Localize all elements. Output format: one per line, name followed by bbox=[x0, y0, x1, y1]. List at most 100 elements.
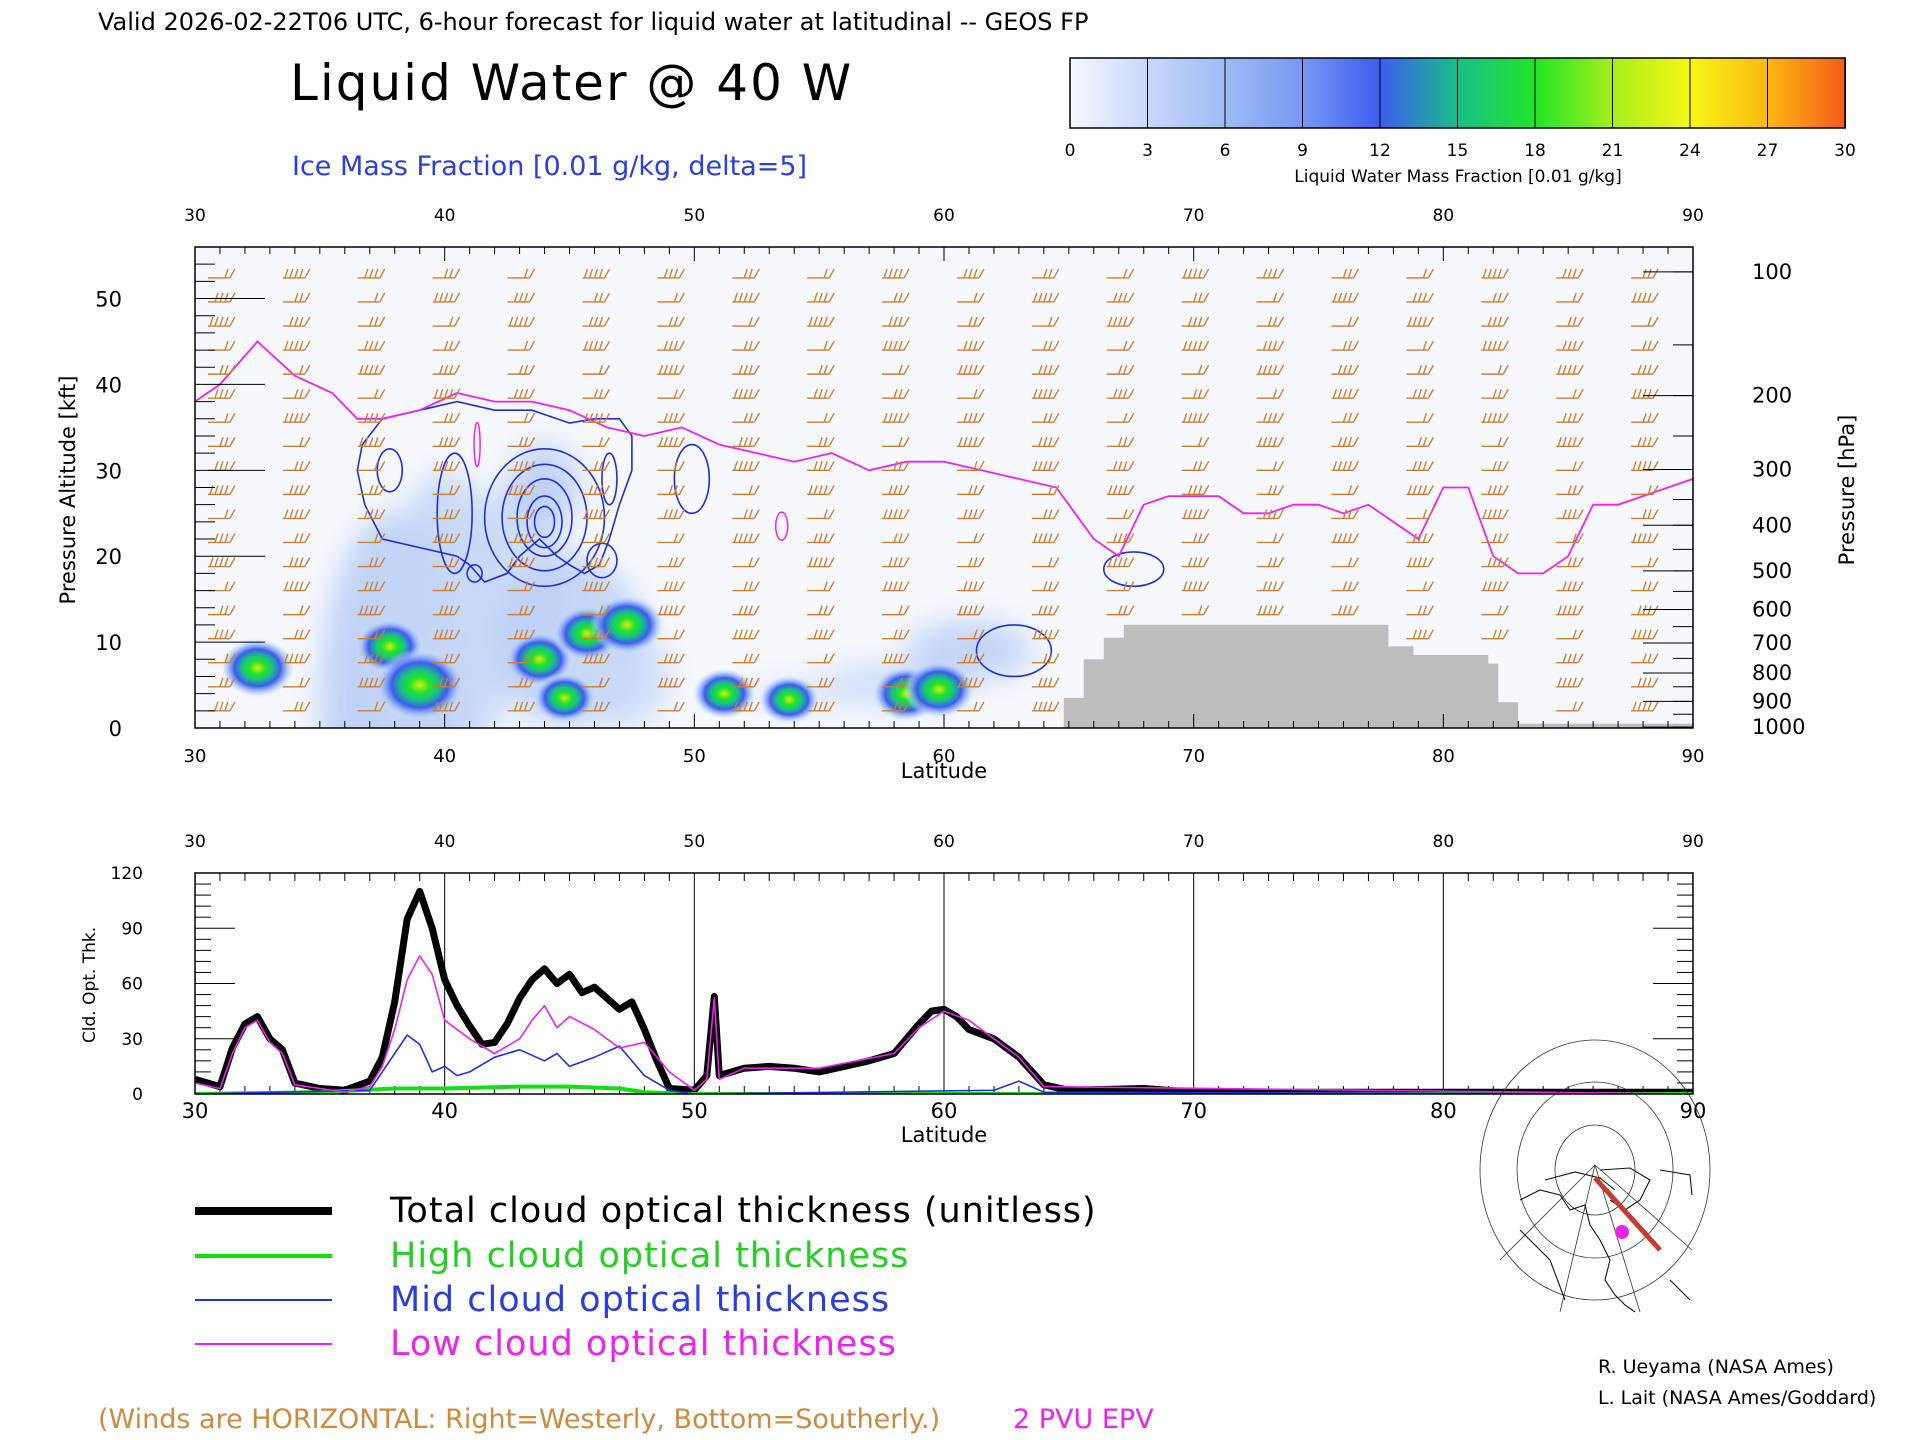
wind-barb bbox=[1256, 485, 1285, 496]
wind-barb bbox=[882, 533, 910, 544]
wind-barb bbox=[507, 268, 536, 279]
ice-contour bbox=[975, 624, 1053, 678]
liquid-water-blob bbox=[532, 672, 597, 724]
wind-barb bbox=[1331, 388, 1360, 399]
wind-barb bbox=[1406, 533, 1434, 544]
map-meridian bbox=[1594, 1164, 1693, 1251]
wind-barb bbox=[1481, 364, 1509, 375]
wind-barb bbox=[732, 436, 760, 447]
top-ylabel-right: Pressure [hPa] bbox=[1835, 415, 1859, 566]
wind-barb bbox=[1406, 509, 1434, 520]
wind-barb bbox=[1406, 557, 1434, 568]
colorbar-cells bbox=[1069, 57, 1846, 129]
wind-barb bbox=[432, 653, 461, 664]
wind-barb bbox=[1031, 388, 1060, 399]
wind-barb bbox=[507, 629, 536, 640]
wind-barb bbox=[882, 460, 910, 472]
colorbar-tick: 30 bbox=[1834, 141, 1856, 161]
wind-barb bbox=[357, 701, 386, 712]
bottom-panel-frame bbox=[194, 872, 1694, 1095]
wind-barb bbox=[807, 533, 835, 544]
wind-barb bbox=[582, 605, 611, 616]
wind-barb bbox=[432, 701, 461, 712]
wind-barb bbox=[1556, 509, 1584, 520]
wind-barb bbox=[507, 701, 536, 712]
wind-barb bbox=[1106, 316, 1135, 327]
wind-barb bbox=[1406, 388, 1434, 399]
wind-barb bbox=[1631, 701, 1659, 712]
wind-barb bbox=[1481, 340, 1509, 351]
wind-barb bbox=[282, 701, 311, 712]
wind-barb bbox=[1181, 316, 1210, 327]
colorbar-cell bbox=[1534, 57, 1614, 129]
wind-barb bbox=[1256, 581, 1285, 592]
wind-barb bbox=[657, 485, 685, 496]
liquid-water-blobs bbox=[220, 595, 975, 724]
locator-map bbox=[1479, 1039, 1711, 1315]
colorbar-cell bbox=[1612, 57, 1691, 129]
wind-barb bbox=[1406, 292, 1434, 303]
wind-barb bbox=[807, 605, 835, 616]
wind-barb bbox=[1631, 340, 1659, 351]
wind-barb bbox=[357, 412, 386, 423]
bottom-x-tick-label: 90 bbox=[1680, 1099, 1707, 1123]
wind-barb bbox=[1031, 629, 1060, 640]
wind-barb bbox=[1631, 485, 1659, 496]
wind-barb bbox=[1331, 605, 1360, 616]
top-x-tick-label: 70 bbox=[1182, 746, 1205, 767]
colorbar-tick: 15 bbox=[1447, 141, 1469, 161]
epv-loop bbox=[473, 421, 481, 468]
wind-barb bbox=[1406, 340, 1434, 351]
subtitle-ice: Ice Mass Fraction [0.01 g/kg, delta=5] bbox=[292, 151, 807, 182]
wind-barb bbox=[357, 316, 386, 327]
wind-barb bbox=[1556, 485, 1584, 496]
wind-barb bbox=[1181, 388, 1210, 399]
wind-barb bbox=[657, 364, 685, 375]
map-location-dot bbox=[1615, 1225, 1629, 1239]
wind-barb bbox=[1556, 268, 1584, 279]
wind-barb bbox=[282, 460, 311, 472]
wind-barb bbox=[507, 653, 536, 664]
top-y-tick-label: 40 bbox=[95, 373, 122, 397]
bottom-x-tick-label: 80 bbox=[1430, 1099, 1457, 1123]
top-x-tick-label-upper: 60 bbox=[933, 206, 955, 226]
wind-barb bbox=[882, 557, 910, 568]
ice-contours bbox=[356, 400, 1165, 678]
top-y-tick-label: 10 bbox=[95, 631, 122, 655]
wind-barb bbox=[207, 292, 236, 303]
top-x-tick-label: 60 bbox=[933, 746, 956, 767]
wind-barb bbox=[507, 436, 536, 447]
winds-note: (Winds are HORIZONTAL: Right=Westerly, B… bbox=[98, 1404, 940, 1435]
wind-barb bbox=[956, 677, 985, 688]
epv-label: 2 PVU EPV bbox=[1013, 1404, 1154, 1435]
wind-barb bbox=[207, 533, 236, 544]
bottom-y-tick-label: 30 bbox=[121, 1030, 143, 1050]
wind-barb bbox=[882, 629, 910, 640]
wind-barb bbox=[1181, 485, 1210, 496]
wind-barb bbox=[1031, 581, 1060, 592]
wind-barb bbox=[282, 677, 311, 688]
wind-barb bbox=[1481, 316, 1509, 327]
wind-barb bbox=[357, 485, 386, 496]
wind-barb bbox=[1331, 292, 1360, 303]
wind-barb bbox=[732, 268, 760, 279]
wind-barb bbox=[807, 412, 835, 423]
wind-barb bbox=[882, 581, 910, 592]
wind-barb bbox=[357, 509, 386, 520]
wind-barb bbox=[507, 485, 536, 496]
wind-barb bbox=[1106, 557, 1135, 568]
colorbar-cell bbox=[1457, 57, 1536, 129]
wind-barb bbox=[1106, 388, 1135, 399]
ice-contour bbox=[516, 478, 573, 558]
wind-barb bbox=[882, 364, 910, 375]
wind-barb bbox=[657, 509, 685, 520]
wind-barb bbox=[956, 701, 985, 712]
bottom-x-tick-label-upper: 30 bbox=[184, 832, 206, 852]
wind-barb bbox=[282, 292, 311, 303]
wind-barb bbox=[1481, 412, 1509, 423]
top-x-tick-label-upper: 80 bbox=[1433, 206, 1455, 226]
wind-barb bbox=[357, 364, 386, 375]
colorbar-frame bbox=[1069, 57, 1846, 129]
wind-barb bbox=[1481, 292, 1509, 303]
wind-barb bbox=[1031, 557, 1060, 568]
